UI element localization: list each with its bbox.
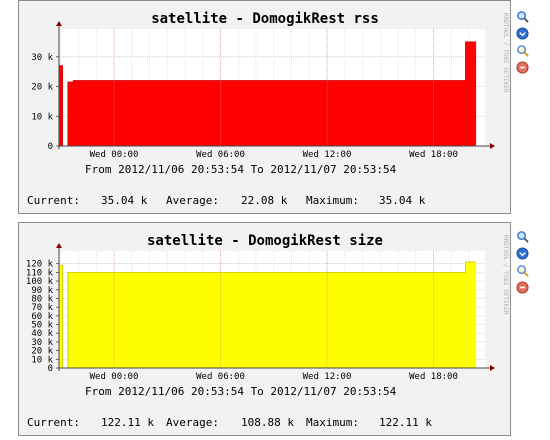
x-tick-label: Wed 06:00 xyxy=(196,150,245,160)
stat-maximum-label: Maximum: xyxy=(306,194,359,207)
blue-circle-icon[interactable] xyxy=(516,27,529,40)
x-tick-label: Wed 18:00 xyxy=(409,150,458,160)
stat-maximum-label: Maximum: xyxy=(306,416,359,429)
y-tick-label: 30 k xyxy=(31,338,53,348)
stat-current-label: Current: xyxy=(27,416,80,429)
data-line xyxy=(59,41,477,147)
delete-circle-icon[interactable] xyxy=(516,281,529,294)
graph-title: satellite - DomogikRest rss xyxy=(151,11,379,27)
y-axis-arrow xyxy=(56,243,62,248)
x-tick-label: Wed 06:00 xyxy=(196,372,245,382)
time-range-label: From 2012/11/06 20:53:54 To 2012/11/07 2… xyxy=(85,163,397,176)
x-axis-arrow xyxy=(490,143,495,149)
stat-average-label: Average: xyxy=(166,416,219,429)
stat-current-label: Current: xyxy=(27,194,80,207)
zoom-magnifier-icon[interactable] xyxy=(516,230,529,243)
x-axis-arrow xyxy=(490,365,495,371)
y-tick-label: 0 xyxy=(48,364,53,374)
y-tick-label: 110 k xyxy=(26,268,54,278)
x-tick-label: Wed 18:00 xyxy=(409,372,458,382)
x-tick-label: Wed 00:00 xyxy=(90,150,139,160)
y-tick-label: 120 k xyxy=(26,260,54,270)
data-line xyxy=(59,261,477,369)
y-tick-label: 10 k xyxy=(31,355,53,365)
y-tick-label: 40 k xyxy=(31,329,53,339)
y-tick-label: 80 k xyxy=(31,294,53,304)
time-range-label: From 2012/11/06 20:53:54 To 2012/11/07 2… xyxy=(85,385,397,398)
y-tick-label: 50 k xyxy=(31,321,53,331)
stat-average-value: 22.08 k xyxy=(241,194,288,207)
x-tick-label: Wed 12:00 xyxy=(303,150,352,160)
graph-panel-rss: satellite - DomogikRest rss RRDTOOL / TOB… xyxy=(18,0,511,214)
y-tick-label: 30 k xyxy=(31,53,53,63)
stat-maximum-value: 35.04 k xyxy=(379,194,426,207)
graph-rss: satellite - DomogikRest rss RRDTOOL / TOB… xyxy=(27,11,509,207)
stat-current-value: 35.04 k xyxy=(101,194,148,207)
data-area xyxy=(59,261,477,368)
graph-panel-size: satellite - DomogikRest size RRDTOOL / TO… xyxy=(18,222,511,436)
edit-magnifier-icon[interactable] xyxy=(516,44,529,57)
rrdtool-watermark: RRDTOOL / TOBI OETIKER xyxy=(502,13,509,93)
y-tick-label: 90 k xyxy=(31,286,53,296)
graph-actions-size xyxy=(516,230,530,298)
graph-actions-rss xyxy=(516,10,530,78)
y-tick-label: 60 k xyxy=(31,312,53,322)
y-tick-label: 100 k xyxy=(26,277,54,287)
y-tick-label: 20 k xyxy=(31,347,53,357)
delete-circle-icon[interactable] xyxy=(516,61,529,74)
graph-title: satellite - DomogikRest size xyxy=(147,233,383,249)
y-axis-arrow xyxy=(56,21,62,26)
blue-circle-icon[interactable] xyxy=(516,247,529,260)
graph-size: satellite - DomogikRest size RRDTOOL / TO… xyxy=(26,233,509,429)
rrdtool-watermark: RRDTOOL / TOBI OETIKER xyxy=(502,235,509,315)
stat-current-value: 122.11 k xyxy=(101,416,154,429)
stat-maximum-value: 122.11 k xyxy=(379,416,432,429)
data-area xyxy=(59,41,477,146)
y-tick-label: 0 xyxy=(48,142,53,152)
stat-average-label: Average: xyxy=(166,194,219,207)
zoom-magnifier-icon[interactable] xyxy=(516,10,529,23)
y-tick-label: 20 k xyxy=(31,83,53,93)
stat-average-value: 108.88 k xyxy=(241,416,294,429)
x-tick-label: Wed 00:00 xyxy=(90,372,139,382)
y-tick-label: 70 k xyxy=(31,303,53,313)
y-tick-label: 10 k xyxy=(31,112,53,122)
x-tick-label: Wed 12:00 xyxy=(303,372,352,382)
edit-magnifier-icon[interactable] xyxy=(516,264,529,277)
